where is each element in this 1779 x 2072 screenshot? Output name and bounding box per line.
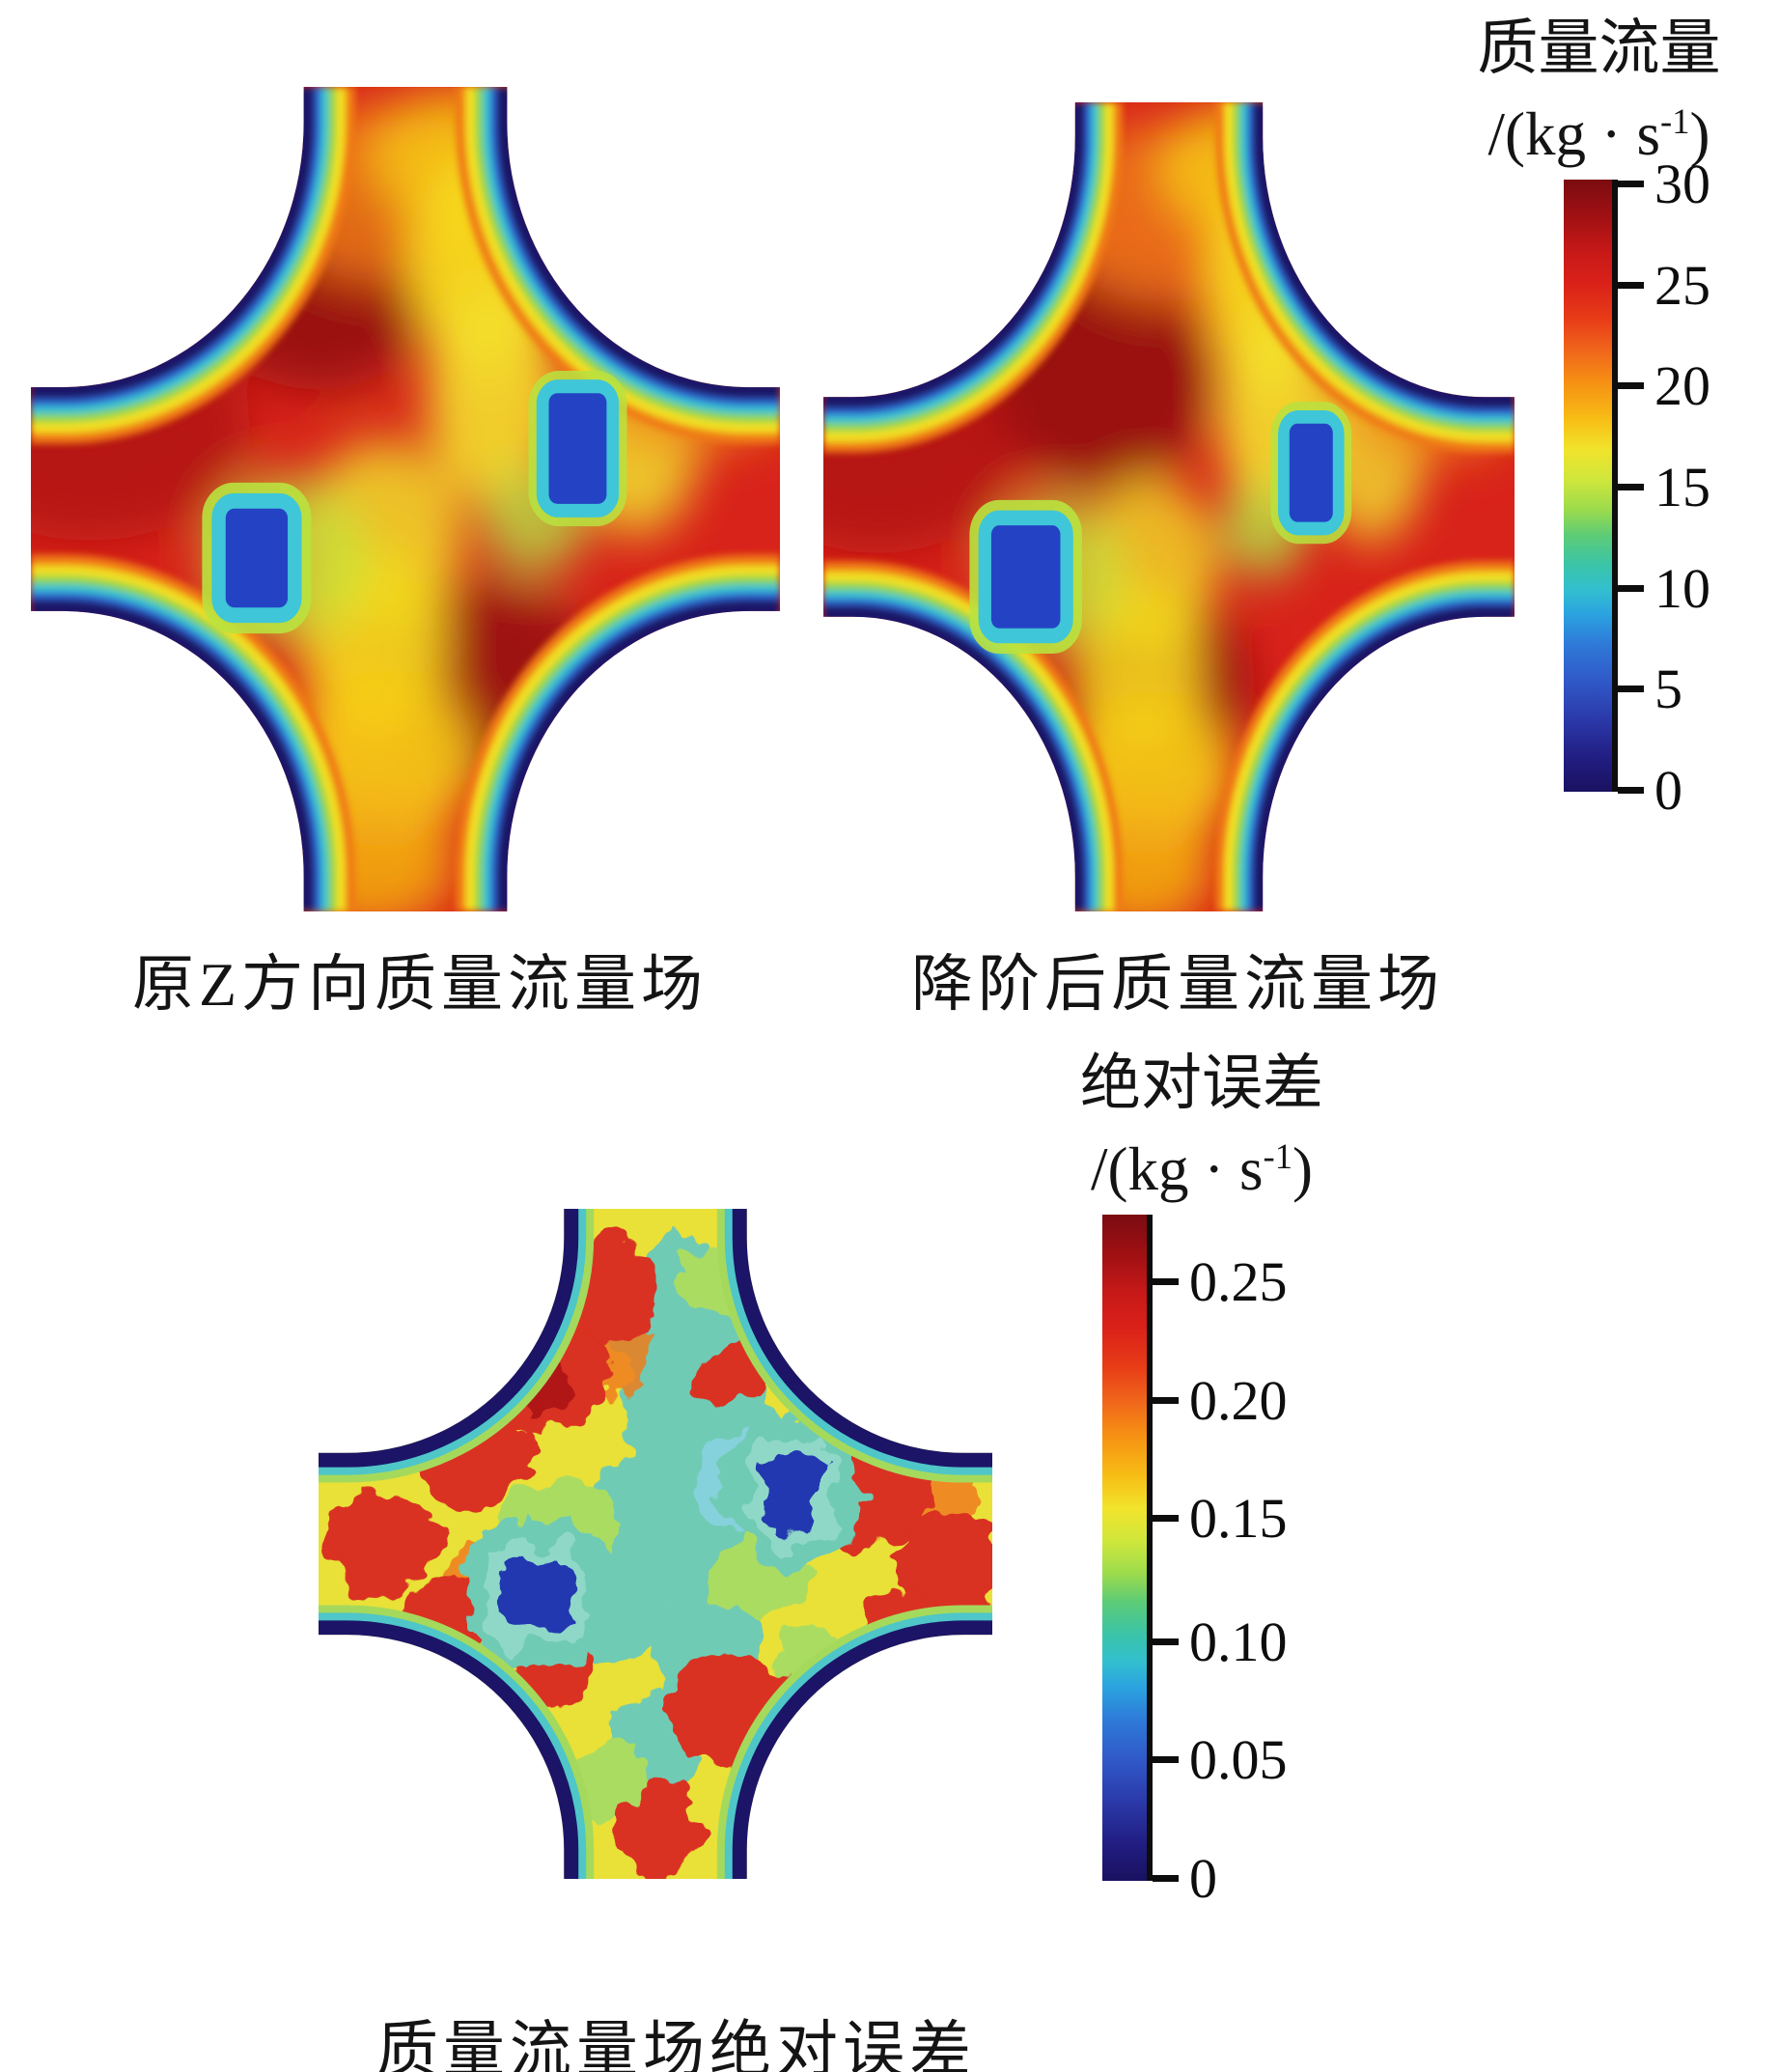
colorbar-flow-tick-mark	[1618, 585, 1644, 592]
field-smooth-features	[823, 105, 1515, 911]
plot-original-flow-field	[31, 87, 780, 911]
colorbar-error-tick-label: 0.05	[1189, 1728, 1288, 1791]
error-obstacle-2	[750, 1439, 835, 1546]
colorbar-error-title: 绝对误差 /(kg · s-1)	[1009, 1041, 1395, 1214]
colorbar-error-tick-label: 0	[1189, 1847, 1217, 1910]
obstacle-2	[528, 371, 627, 527]
colorbar-flow-tick-label: 0	[1654, 759, 1682, 822]
colorbar-flow-tick-mark	[1618, 686, 1644, 692]
colorbar-flow-tick-label: 30	[1654, 153, 1710, 215]
colorbar-flow-tick-label: 5	[1654, 658, 1682, 720]
colorbar-flow-tick-label: 15	[1654, 456, 1710, 518]
colorbar-error-tick-mark	[1153, 1515, 1179, 1522]
colorbar-error-tick-label: 0.15	[1189, 1487, 1288, 1550]
obstacle-2	[1270, 402, 1352, 545]
colorbar-error-tick-mark	[1153, 1875, 1179, 1882]
wall-boundary-layers	[823, 102, 1515, 911]
colorbar-flow-tick-mark	[1618, 181, 1644, 187]
colorbar-error-tick-mark	[1153, 1278, 1179, 1285]
colorbar-flow-tick-label: 25	[1654, 254, 1710, 317]
colorbar-error-tick-label: 0.10	[1189, 1610, 1288, 1673]
colorbar-flow-tick-mark	[1618, 382, 1644, 389]
colorbar-flow-gradient	[1564, 180, 1618, 792]
field-smooth-features	[31, 90, 780, 911]
colorbar-flow-title-text: 质量流量	[1477, 14, 1721, 82]
colorbar-error-unit-exponent: -1	[1263, 1136, 1293, 1177]
error-obstacle-regions	[460, 1414, 860, 1670]
colorbar-error-tick-mark	[1153, 1638, 1179, 1645]
colorbar-flow-unit-exponent: -1	[1660, 101, 1690, 142]
colorbar-flow-tick-label: 10	[1654, 557, 1710, 620]
caption-error-field: 质量流量场绝对误差	[376, 2016, 976, 2072]
colorbar-flow-tick-label: 20	[1654, 354, 1710, 417]
colorbar-error-tick-mark	[1153, 1756, 1179, 1763]
colorbar-flow-title: 质量流量 /(kg · s-1)	[1419, 6, 1779, 179]
colorbar-flow-tick-mark	[1618, 484, 1644, 490]
caption-reduced-field: 降阶后质量流量场	[911, 950, 1444, 1019]
error-obstacle-1	[486, 1543, 586, 1646]
colorbar-error-tick-mark	[1153, 1397, 1179, 1404]
colorbar-error-tick-label: 0.25	[1189, 1250, 1288, 1313]
caption-original-field: 原Z方向质量流量场	[131, 950, 709, 1019]
obstacle-1	[202, 482, 312, 634]
colorbar-error-tick-label: 0.20	[1189, 1369, 1288, 1432]
colorbar-flow-unit: /(kg · s-1)	[1487, 100, 1710, 169]
obstacle-1	[969, 499, 1082, 655]
colorbar-error-unit: /(kg · s-1)	[1091, 1135, 1313, 1204]
colorbar-flow-tick-mark	[1618, 787, 1644, 794]
plot-reduced-flow-field	[823, 102, 1515, 911]
plot-error-field	[319, 1209, 992, 1879]
colorbar-flow-tick-mark	[1618, 282, 1644, 289]
colorbar-error-gradient	[1102, 1215, 1153, 1881]
colorbar-error-title-text: 绝对误差	[1080, 1050, 1323, 1117]
